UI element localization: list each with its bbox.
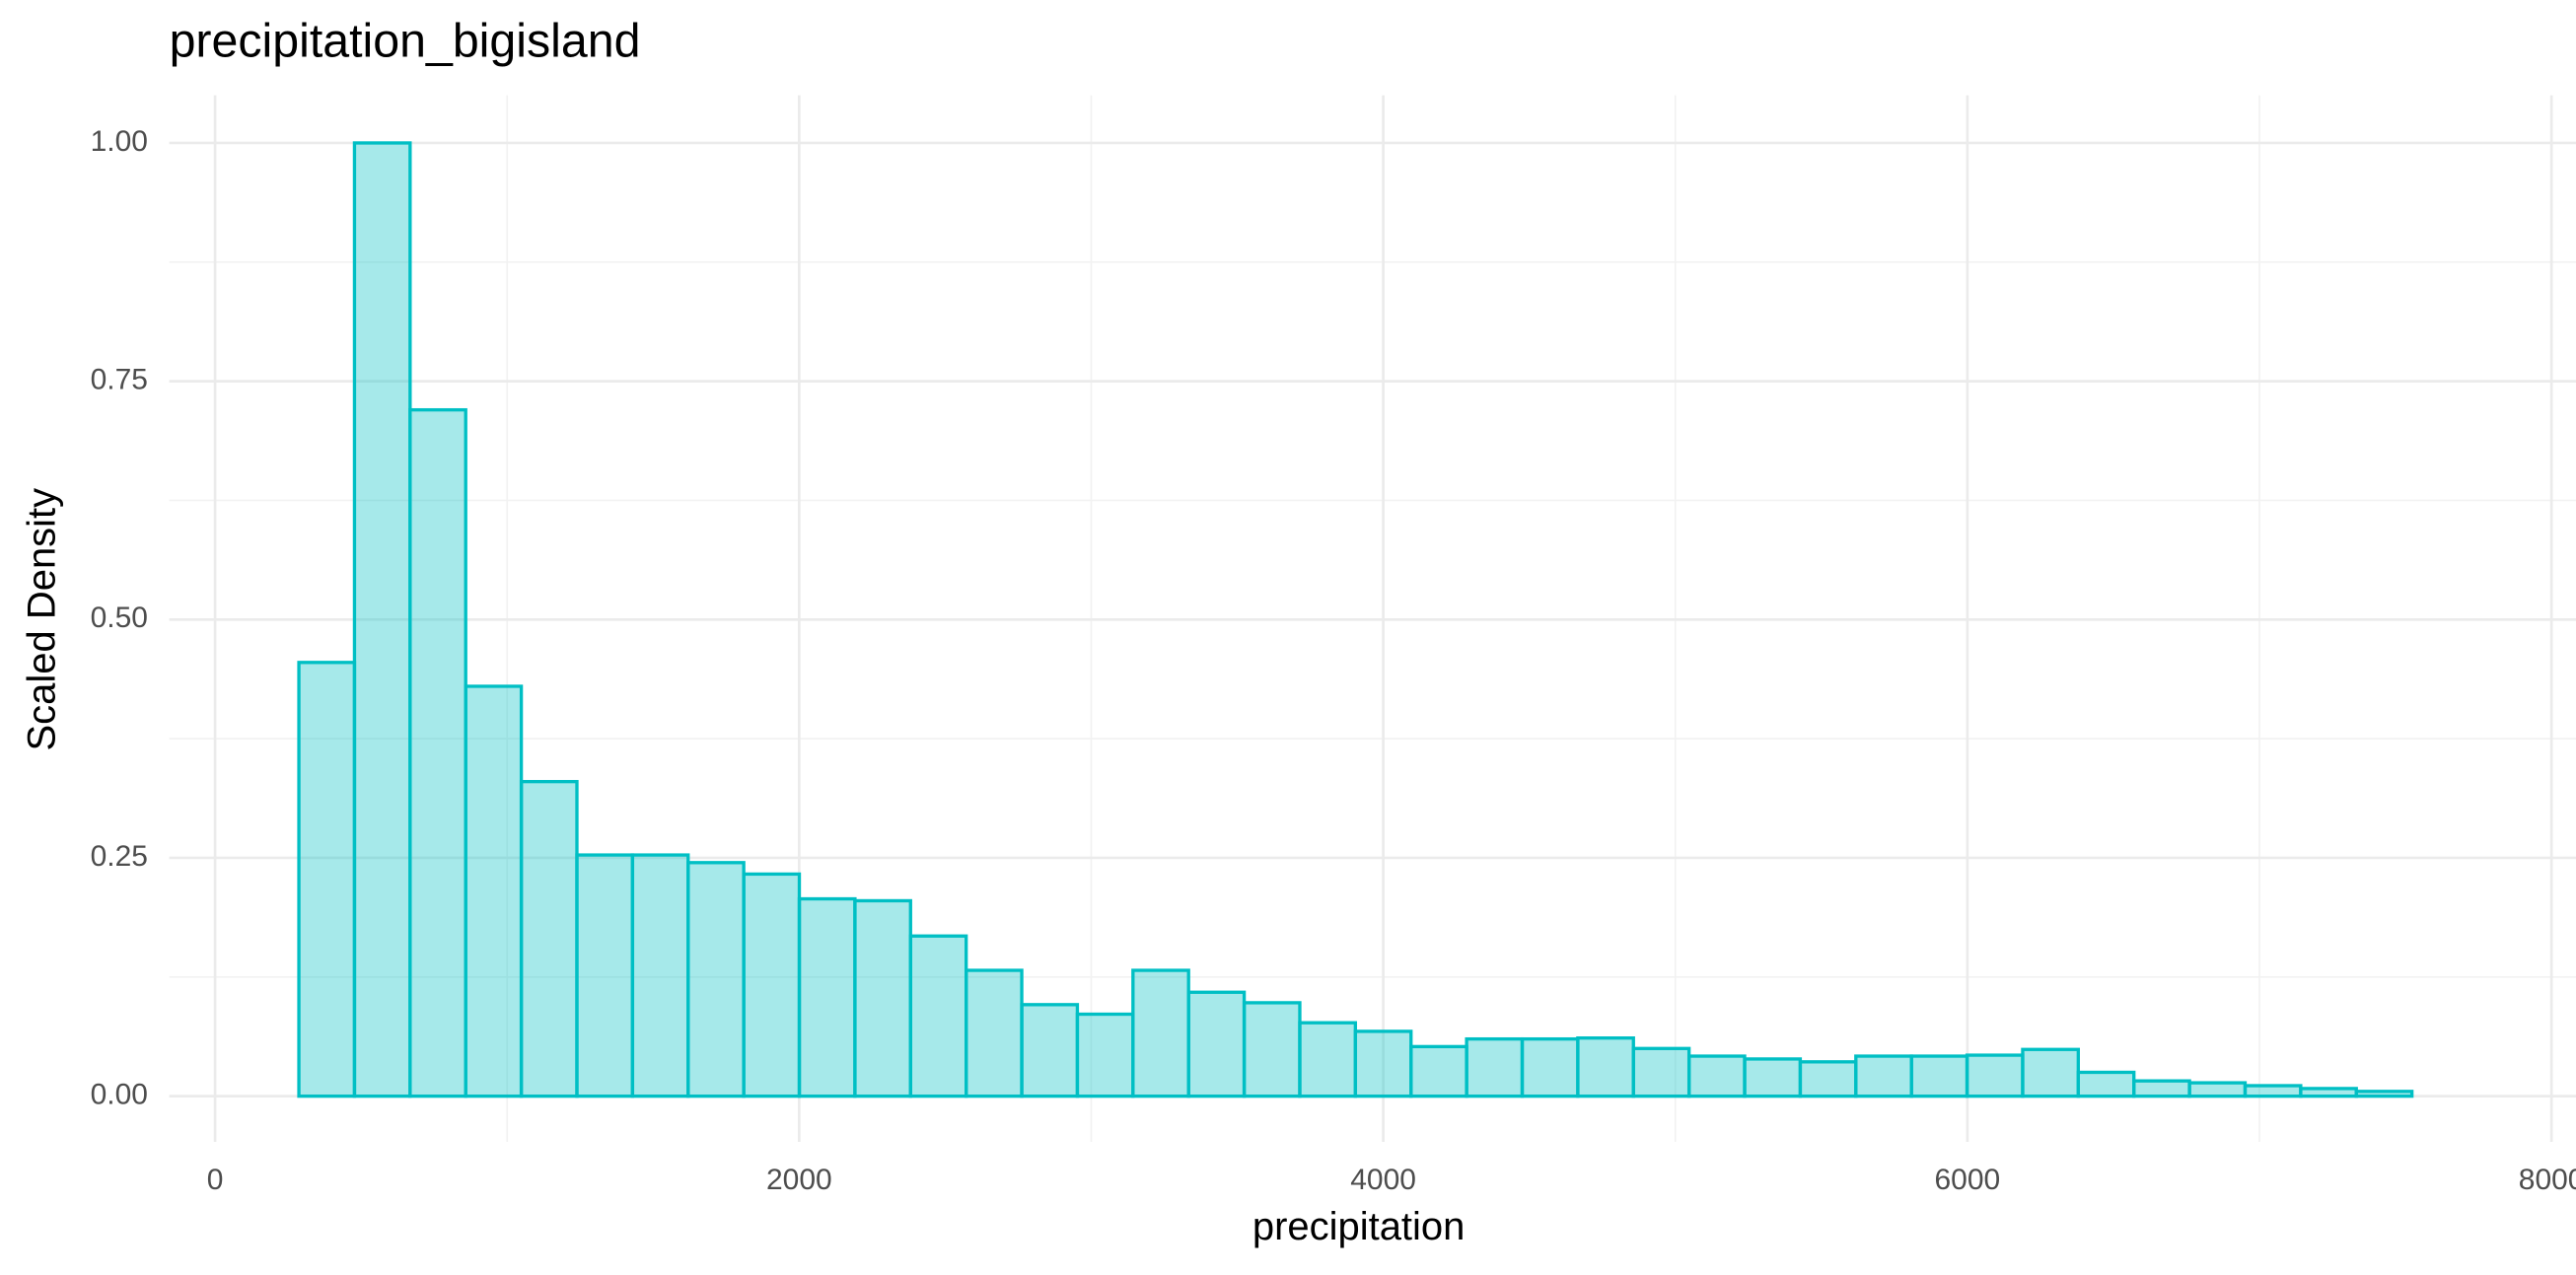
bar (1909, 1054, 1969, 1098)
bar (2076, 1070, 2136, 1098)
bar (1131, 968, 1190, 1098)
x-tick-label: 2000 (766, 1164, 832, 1196)
bar (964, 968, 1024, 1098)
bar (1353, 1029, 1413, 1098)
bar (1020, 1003, 1080, 1098)
bar (686, 861, 746, 1098)
bar (2021, 1047, 2080, 1098)
y-tick-label: 0.75 (91, 364, 148, 396)
bar (1743, 1057, 1803, 1098)
bar (797, 896, 857, 1098)
x-tick-label: 6000 (1935, 1164, 2001, 1196)
bar (1465, 1036, 1525, 1098)
bar (464, 684, 524, 1098)
bar (408, 407, 467, 1098)
x-tick-label: 0 (207, 1164, 224, 1196)
bar (352, 141, 412, 1098)
bar (1520, 1036, 1580, 1098)
x-axis-title: precipitation (1252, 1205, 1465, 1248)
bar (1686, 1054, 1747, 1098)
bar (1075, 1012, 1135, 1098)
y-tick-label: 0.00 (91, 1079, 148, 1111)
x-tick-label: 8000 (2519, 1164, 2576, 1196)
bar (2132, 1079, 2191, 1098)
bar (519, 779, 579, 1098)
bar (1242, 1001, 1302, 1098)
bar (1854, 1054, 1913, 1098)
x-tick-label: 4000 (1350, 1164, 1416, 1196)
bar (1631, 1046, 1691, 1098)
bar (1409, 1044, 1468, 1098)
bar (742, 872, 802, 1098)
y-tick-label: 1.00 (91, 125, 148, 158)
bar (853, 898, 912, 1098)
y-tick-label: 0.50 (91, 602, 148, 634)
bar (1798, 1060, 1858, 1098)
bar (2187, 1081, 2248, 1098)
bar (908, 934, 968, 1098)
bar (1186, 990, 1247, 1098)
y-tick-label: 0.25 (91, 840, 148, 873)
bar (1298, 1021, 1358, 1098)
bar (2299, 1087, 2358, 1098)
bar (297, 661, 357, 1098)
bar (2243, 1084, 2303, 1098)
chart-title: precipitation_bigisland (170, 15, 641, 68)
bar (2354, 1090, 2414, 1098)
y-axis-title: Scaled Density (21, 488, 64, 751)
bar (630, 853, 690, 1098)
bar (1965, 1053, 2025, 1098)
bar (575, 853, 635, 1098)
bar (1576, 1036, 1635, 1098)
